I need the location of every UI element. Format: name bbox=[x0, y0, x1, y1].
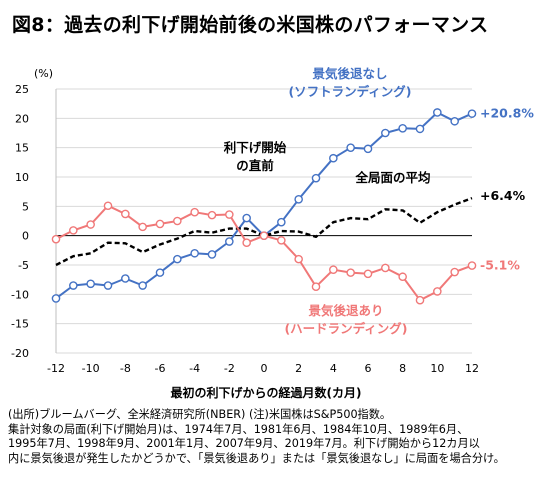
data-point bbox=[415, 295, 425, 305]
data-point bbox=[51, 234, 61, 244]
x-tick-label: 10 bbox=[430, 362, 444, 375]
series-name-label: 景気後退なし bbox=[312, 66, 387, 81]
series-name-label: 全局面の平均 bbox=[354, 170, 430, 185]
x-axis-label: 最初の利下げからの経過月数(カ月) bbox=[170, 386, 362, 400]
data-point bbox=[121, 274, 130, 283]
grid-lines bbox=[55, 88, 472, 354]
data-point bbox=[138, 222, 147, 232]
y-tick-label: -20 bbox=[11, 347, 29, 360]
data-point bbox=[190, 207, 199, 217]
y-tick-labels: 25 20 15 10 5 0 -5 -10 -15 -20 bbox=[11, 83, 29, 360]
note-line-1: (出所)ブルームバーグ、全米経済研究所(NBER) (注)米国株はS&P500指… bbox=[8, 408, 392, 421]
annotation-label: の直前 bbox=[236, 158, 274, 173]
data-point bbox=[103, 201, 113, 211]
data-point bbox=[346, 143, 355, 152]
chart-title: 図8：過去の利下げ開始前後の米国株のパフォーマンス bbox=[12, 14, 489, 36]
y-tick-label: 15 bbox=[15, 142, 29, 155]
x-tick-label: -2 bbox=[224, 362, 235, 375]
data-point bbox=[207, 210, 217, 220]
x-tick-label: 6 bbox=[365, 362, 372, 375]
series-end-label: +6.4% bbox=[480, 188, 526, 203]
data-point bbox=[86, 220, 95, 229]
y-tick-label: 10 bbox=[15, 171, 29, 184]
series-name-label: (ソフトランディング) bbox=[288, 84, 411, 99]
series-name-label: (ハードランディング) bbox=[284, 321, 407, 336]
data-point bbox=[225, 237, 234, 246]
series-line bbox=[55, 204, 473, 302]
data-point bbox=[433, 287, 442, 296]
data-point bbox=[277, 236, 286, 245]
data-point bbox=[190, 248, 199, 258]
data-point bbox=[121, 209, 130, 219]
data-point bbox=[259, 231, 269, 240]
x-tick-label: -10 bbox=[82, 362, 100, 375]
data-point bbox=[69, 281, 78, 290]
x-tick-label: -4 bbox=[189, 362, 200, 375]
x-tick-label: -6 bbox=[155, 362, 166, 375]
data-point bbox=[173, 254, 182, 264]
x-tick-label: -12 bbox=[47, 362, 65, 375]
data-point bbox=[433, 108, 442, 117]
y-tick-label: 20 bbox=[15, 112, 29, 125]
source-notes: (出所)ブルームバーグ、全米経済研究所(NBER) (注)米国株はS&P500指… bbox=[8, 408, 548, 466]
data-point bbox=[103, 281, 113, 290]
data-point bbox=[311, 282, 321, 292]
note-line-4: 内に景気後退が発生したかどうかで、「景気後退あり」または「景気後退なし」に局面を… bbox=[8, 451, 505, 465]
data-point bbox=[346, 268, 355, 277]
data-point bbox=[69, 226, 78, 235]
x-tick-label: 0 bbox=[261, 362, 268, 375]
data-point bbox=[242, 238, 251, 248]
y-tick-label: -15 bbox=[11, 318, 29, 331]
data-point bbox=[155, 219, 165, 229]
data-point bbox=[207, 250, 217, 259]
series-line bbox=[55, 196, 473, 267]
data-point bbox=[294, 254, 303, 264]
series-end-label: -5.1% bbox=[480, 258, 520, 273]
x-tick-label: 4 bbox=[330, 362, 337, 375]
annotation-label: 利下げ開始 bbox=[224, 140, 287, 155]
y-tick-label: 25 bbox=[15, 83, 29, 96]
data-point bbox=[173, 216, 182, 226]
y-tick-label: -5 bbox=[18, 259, 29, 272]
note-line-2: 集計対象の局面(利下げ開始月)は、1974年7月、1981年6月、1984年10… bbox=[8, 422, 469, 436]
data-point bbox=[329, 265, 338, 274]
y-tick-label: 5 bbox=[22, 200, 29, 213]
series-name-label: 景気後退あり bbox=[308, 303, 383, 318]
note-line-3: 1995年7月、1998年9月、2001年1月、2007年9月、2019年7月。… bbox=[8, 437, 480, 450]
data-point bbox=[363, 144, 373, 154]
x-tick-label: 8 bbox=[399, 362, 406, 375]
data-point bbox=[242, 213, 251, 223]
y-tick-label: 0 bbox=[22, 230, 29, 243]
x-tick-label: 2 bbox=[295, 362, 302, 375]
data-point bbox=[277, 217, 286, 227]
data-point bbox=[51, 294, 61, 303]
data-point bbox=[415, 124, 425, 134]
data-point bbox=[138, 281, 147, 290]
x-tick-labels: -12 -10 -8 -6 -4 -2 0 2 4 6 8 10 12 bbox=[47, 362, 479, 375]
data-point bbox=[467, 261, 477, 270]
data-point bbox=[294, 194, 303, 204]
series-lines bbox=[51, 108, 477, 305]
data-point bbox=[381, 263, 390, 273]
data-point bbox=[155, 268, 165, 277]
data-point bbox=[311, 173, 321, 183]
series-labels: +20.8% +6.4% -5.1% 景気後退なし (ソフトランディング) 全局面の平均景… bbox=[224, 66, 535, 336]
data-point bbox=[450, 267, 459, 277]
data-point bbox=[450, 116, 459, 126]
x-tick-label: 12 bbox=[465, 362, 479, 375]
data-point bbox=[381, 128, 390, 138]
data-point bbox=[398, 272, 407, 282]
data-point bbox=[467, 109, 477, 118]
data-point bbox=[329, 153, 338, 163]
x-tick-label: -8 bbox=[120, 362, 131, 375]
data-point bbox=[225, 210, 234, 219]
data-point bbox=[398, 124, 407, 133]
y-axis-unit-label: (%) bbox=[34, 67, 54, 80]
data-point bbox=[86, 279, 95, 289]
series-end-label: +20.8% bbox=[480, 106, 534, 121]
data-point bbox=[363, 269, 373, 279]
y-tick-label: -10 bbox=[11, 288, 29, 301]
